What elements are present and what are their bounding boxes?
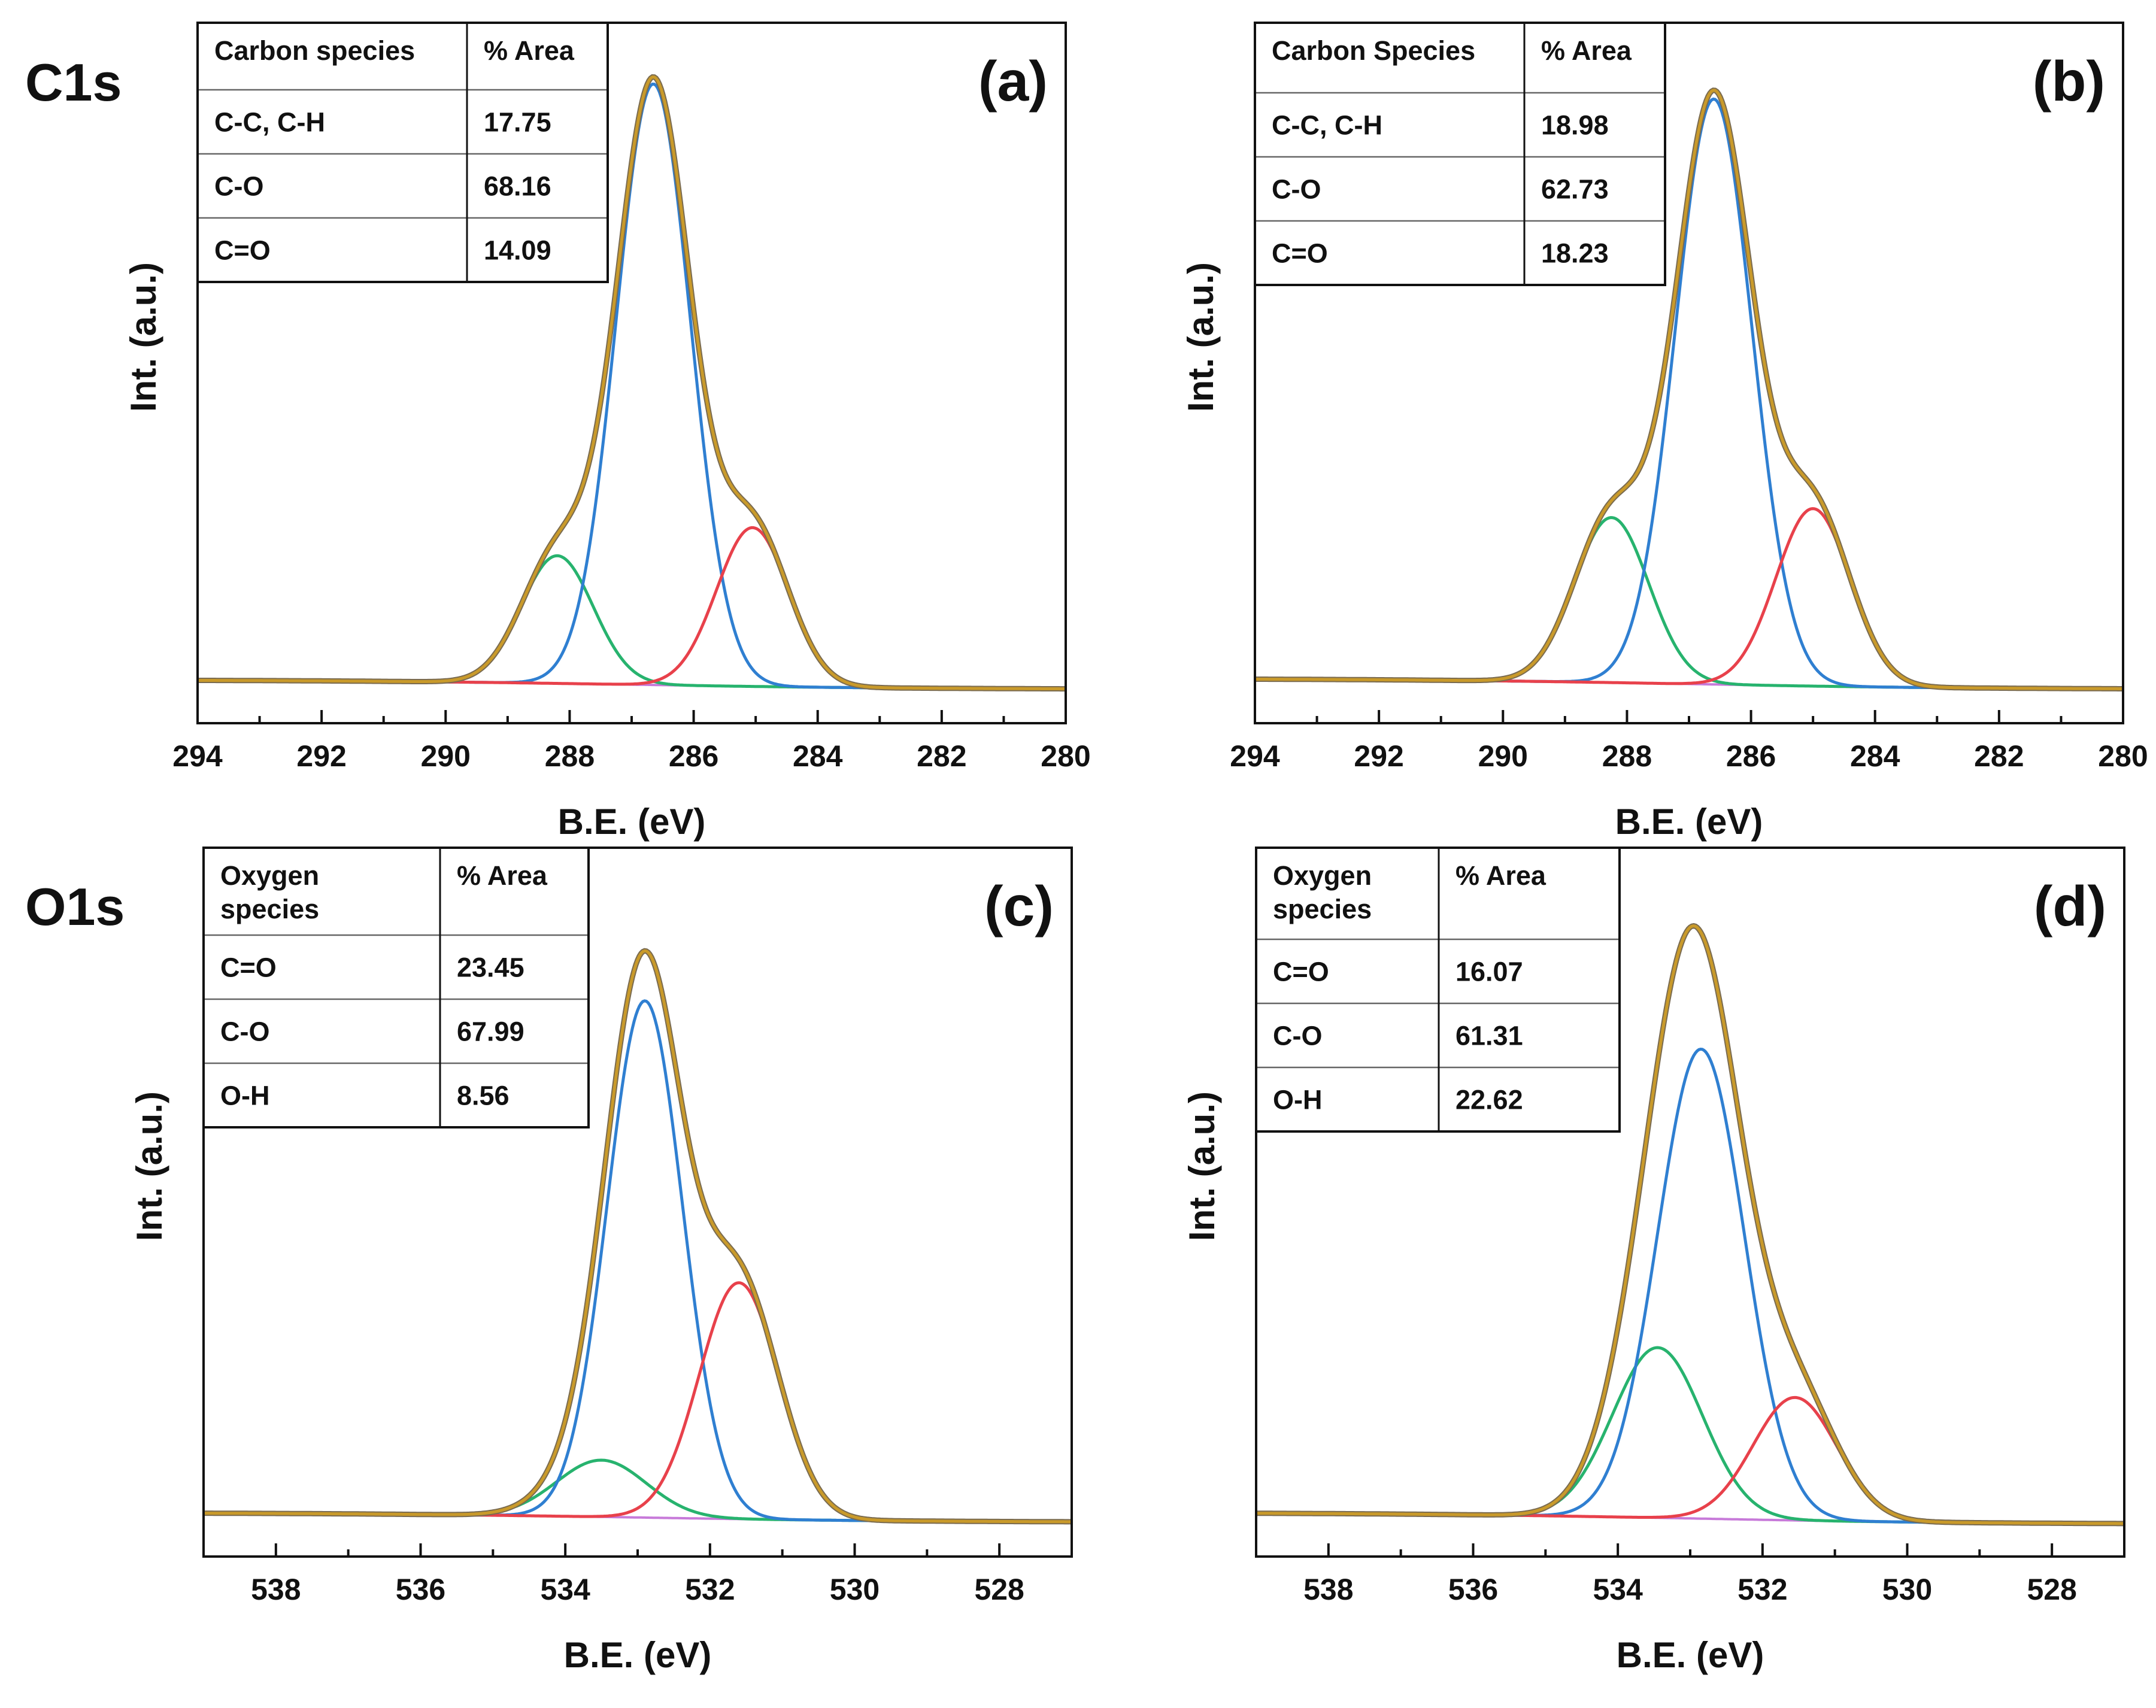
x-tick-label: 280	[1041, 739, 1090, 773]
x-tick-label: 538	[1303, 1573, 1353, 1606]
table-header-species: Oxygen species	[1273, 860, 1372, 924]
x-axis-title: B.E. (eV)	[1615, 802, 1763, 842]
x-tick-label: 530	[830, 1573, 880, 1606]
table-header-area: % Area	[457, 860, 548, 891]
table-cell-species: C-O	[214, 171, 264, 202]
x-tick-label: 528	[974, 1573, 1024, 1606]
y-axis-title: Int. (a.u.)	[123, 262, 163, 412]
table-border	[1254, 22, 1666, 286]
envelope-line	[198, 75, 1066, 691]
table-cell-area: 22.62	[1455, 1085, 1523, 1115]
table-cell-species: C=O	[1272, 238, 1328, 269]
component-peak-line	[1255, 507, 2123, 690]
component-peak-line	[198, 554, 1066, 691]
envelope-line	[1256, 924, 2124, 1525]
x-axis-title: B.E. (eV)	[1617, 1635, 1764, 1675]
x-tick-label: 286	[1726, 739, 1776, 773]
table-cell-species: O-H	[220, 1081, 270, 1111]
table-cell-species: C-C, C-H	[1272, 110, 1382, 141]
table-cell-species: C-O	[1273, 1021, 1323, 1051]
table-cell-species: O-H	[1273, 1085, 1323, 1115]
x-axis-title: B.E. (eV)	[564, 1635, 712, 1675]
x-tick-label: 280	[2098, 739, 2148, 773]
chart-panel: 538 536 534 532 530 528 B.E. (eV) Int. (a.u.) (d…	[1182, 847, 2125, 1675]
envelope-line	[204, 949, 1072, 1524]
panel-letter: (d)	[2034, 875, 2106, 938]
table-cell-area: 14.09	[484, 235, 551, 266]
x-tick-label: 292	[1354, 739, 1403, 773]
component-peak-line	[1255, 515, 2123, 690]
x-tick-label: 284	[793, 739, 843, 773]
panel-letter: (c)	[984, 875, 1054, 938]
y-axis-title: Int. (a.u.)	[1182, 1091, 1222, 1241]
table-cell-species: C=O	[220, 952, 277, 983]
x-tick-label: 288	[545, 739, 595, 773]
x-tick-label: 536	[396, 1573, 445, 1606]
x-tick-label: 286	[669, 739, 718, 773]
table-cell-area: 23.45	[457, 952, 524, 983]
table-cell-species: C=O	[214, 235, 271, 266]
chart-panel: 294 292 290 288 286 284 282 280 B.E. (eV) Int. (a…	[1181, 22, 2148, 842]
component-peak-line	[1256, 1346, 2124, 1525]
x-tick-label: 536	[1448, 1573, 1498, 1606]
table-header-area: % Area	[484, 35, 575, 66]
x-tick-label: 538	[251, 1573, 301, 1606]
table-cell-area: 68.16	[484, 171, 551, 202]
component-peak-line	[204, 1281, 1072, 1524]
table-cell-species: C=O	[1273, 957, 1329, 987]
x-tick-label: 290	[1478, 739, 1528, 773]
table-cell-area: 67.99	[457, 1017, 524, 1047]
y-axis-title: Int. (a.u.)	[129, 1091, 169, 1241]
table-header-species: Carbon Species	[1272, 35, 1475, 66]
area-table: Oxygen species % Area C=O 23.45 C-O 67.99 O-H 8.…	[202, 847, 590, 1128]
table-cell-species: C-O	[1272, 174, 1321, 205]
area-table: Carbon Species % Area C-C, C-H 18.98 C-O 62.7…	[1254, 22, 1666, 286]
x-tick-label: 282	[1974, 739, 2024, 773]
table-border	[202, 847, 590, 1128]
table-header-species: Carbon species	[214, 35, 415, 66]
y-axis-title: Int. (a.u.)	[1181, 262, 1221, 412]
x-tick-label: 534	[1593, 1573, 1643, 1606]
chart-panel: 538 536 534 532 530 528 B.E. (eV) Int. (a.u.) (c…	[129, 847, 1073, 1675]
panel-letter: (a)	[978, 50, 1048, 113]
x-tick-label: 294	[172, 739, 223, 773]
x-tick-label: 528	[2027, 1573, 2076, 1606]
x-tick-label: 284	[1850, 739, 1900, 773]
table-border	[1255, 847, 1621, 1133]
table-cell-area: 17.75	[484, 107, 551, 138]
table-cell-area: 18.23	[1541, 238, 1609, 269]
component-peak-line	[198, 526, 1066, 691]
table-header-area: % Area	[1455, 860, 1547, 891]
panel-letter: (b)	[2033, 50, 2105, 113]
section-label-c1s: C1s	[25, 53, 122, 112]
chart-panel: 294 292 290 288 286 284 282 280 B.E. (eV) Int. (a…	[123, 22, 1091, 842]
table-cell-area: 62.73	[1541, 174, 1609, 205]
area-table: Oxygen species % Area C=O 16.07 C-O 61.31 O-H 22…	[1255, 847, 1621, 1133]
x-tick-label: 288	[1602, 739, 1652, 773]
x-tick-label: 290	[421, 739, 471, 773]
x-tick-label: 534	[540, 1573, 590, 1606]
table-cell-area: 61.31	[1455, 1021, 1523, 1051]
x-tick-label: 532	[685, 1573, 735, 1606]
x-tick-label: 530	[1882, 1573, 1932, 1606]
table-cell-area: 8.56	[457, 1081, 510, 1111]
table-header-species: Oxygen species	[220, 860, 319, 924]
x-tick-label: 532	[1737, 1573, 1787, 1606]
component-peak-line	[1256, 1395, 2124, 1525]
area-table: Carbon species % Area C-C, C-H 17.75 C-O 68.1…	[196, 22, 609, 283]
envelope-line	[1255, 89, 2123, 690]
x-tick-label: 282	[917, 739, 966, 773]
table-border	[196, 22, 609, 283]
table-header-area: % Area	[1541, 35, 1632, 66]
table-cell-area: 18.98	[1541, 110, 1609, 141]
section-label-o1s: O1s	[25, 877, 125, 936]
table-cell-area: 16.07	[1455, 957, 1523, 987]
table-cell-species: C-O	[220, 1017, 270, 1047]
x-axis-title: B.E. (eV)	[558, 802, 706, 842]
table-cell-species: C-C, C-H	[214, 107, 325, 138]
x-tick-label: 294	[1230, 739, 1280, 773]
x-tick-label: 292	[296, 739, 346, 773]
